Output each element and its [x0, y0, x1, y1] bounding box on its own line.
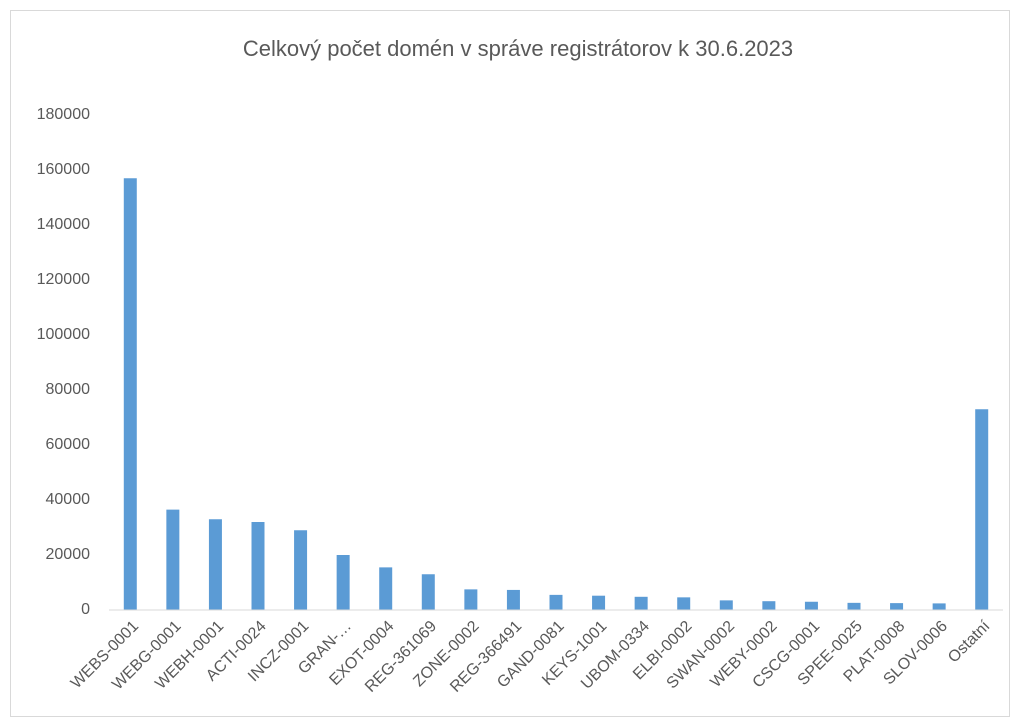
y-tick-label: 40000: [46, 491, 91, 508]
bar: [251, 522, 265, 610]
y-tick-label: 60000: [46, 436, 91, 453]
bar: [890, 603, 904, 610]
bar: [336, 555, 350, 610]
bar: [677, 597, 691, 610]
y-tick-label: 100000: [37, 326, 90, 343]
bar: [932, 603, 946, 610]
chart-border: [10, 10, 1010, 717]
y-tick-label: 0: [81, 601, 90, 618]
bar: [208, 519, 222, 610]
bar: [506, 589, 520, 610]
y-tick-label: 180000: [37, 106, 90, 123]
bar: [592, 595, 606, 610]
bar: [294, 530, 308, 610]
y-tick-label: 140000: [37, 216, 90, 233]
bar: [421, 574, 435, 610]
bar: [719, 600, 733, 610]
bar: [634, 596, 648, 610]
bar: [464, 589, 478, 610]
y-tick-label: 20000: [46, 546, 91, 563]
chart-title: Celkový počet domén v správe registrátor…: [243, 36, 793, 61]
y-tick-label: 160000: [37, 161, 90, 178]
bar: [379, 567, 393, 610]
bar: [549, 594, 563, 610]
bar: [762, 601, 776, 610]
y-tick-label: 80000: [46, 381, 91, 398]
bar: [975, 409, 989, 610]
bar: [123, 178, 137, 610]
bar: [847, 602, 861, 610]
bar: [804, 601, 818, 610]
y-tick-label: 120000: [37, 271, 90, 288]
bar: [166, 509, 180, 610]
